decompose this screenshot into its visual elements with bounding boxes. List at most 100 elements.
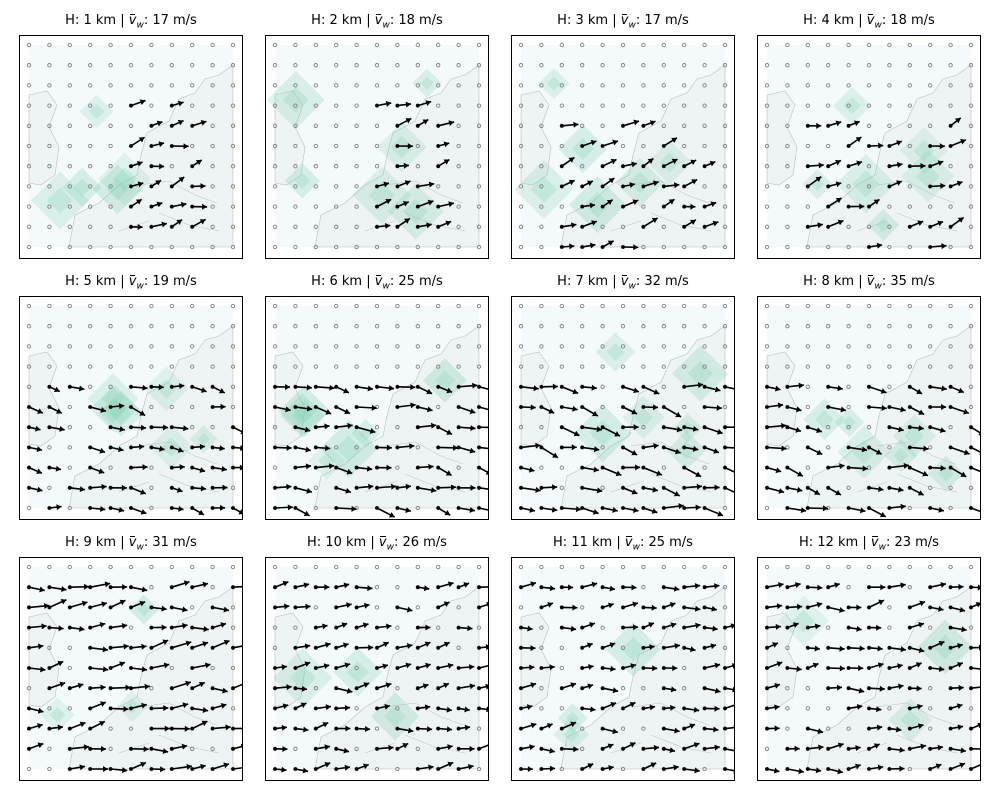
wind-arrow <box>867 662 884 670</box>
grid-point <box>26 83 32 88</box>
grid-point <box>190 746 195 751</box>
density-highlight-core <box>125 699 140 714</box>
grid-point <box>702 324 707 329</box>
grid-point <box>580 303 585 309</box>
wind-arrow <box>190 183 206 190</box>
grid-point <box>26 204 32 209</box>
grid-point <box>26 123 32 128</box>
density-highlight-core <box>589 420 616 447</box>
grid-point <box>88 344 93 349</box>
title-separator: | <box>616 535 621 550</box>
wind-arrow <box>867 506 887 518</box>
wind-arrow <box>27 666 46 673</box>
grid-point <box>313 83 318 88</box>
wind-arrow <box>560 506 582 513</box>
wind-arrow <box>641 622 655 630</box>
grid-point <box>374 726 380 731</box>
wind-arrow <box>600 665 616 672</box>
grid-point <box>476 625 482 630</box>
grid-point <box>272 63 278 68</box>
land-britain <box>28 351 60 447</box>
density-highlight-core <box>101 387 125 410</box>
country-borders <box>118 702 220 754</box>
wind-arrow <box>47 465 62 472</box>
grid-point <box>436 244 441 250</box>
grid-point <box>641 344 646 349</box>
grid-point <box>846 564 851 570</box>
wind-arrow <box>785 582 801 589</box>
wind-arrow <box>641 385 660 395</box>
wind-arrow <box>293 726 309 733</box>
wind-arrow <box>68 721 86 731</box>
wind-arrow <box>621 199 639 209</box>
grid-point <box>476 324 482 329</box>
wind-arrow <box>519 625 533 632</box>
grid-point <box>764 42 770 48</box>
wind-arrow <box>436 706 453 713</box>
wind-arrow <box>129 585 148 593</box>
grid-point <box>641 585 646 590</box>
mean-wind-symbol: v <box>620 274 629 289</box>
wind-arrow <box>682 723 696 731</box>
wind-arrow <box>149 662 170 670</box>
wind-arrow <box>826 219 844 229</box>
wind-arrow <box>190 763 206 771</box>
grid-point <box>456 204 461 209</box>
grid-point <box>108 63 113 68</box>
grid-point <box>866 123 872 128</box>
grid-point <box>415 746 420 751</box>
grid-point <box>580 164 585 169</box>
grid-point <box>293 746 298 751</box>
grid-point <box>230 605 236 610</box>
wind-arrow <box>682 504 701 511</box>
wind-arrow <box>887 161 903 168</box>
grid-point <box>149 465 154 470</box>
grid-point <box>785 726 790 731</box>
grid-point <box>456 364 461 369</box>
wind-arrow <box>273 405 291 413</box>
grid-point <box>826 103 831 108</box>
grid-point <box>293 103 298 108</box>
grid-point <box>67 224 72 229</box>
wind-arrow <box>314 663 330 670</box>
wind-arrow <box>948 385 965 394</box>
grid-point <box>230 625 236 630</box>
wind-arrow <box>456 664 475 671</box>
mean-wind-symbol: v <box>624 535 633 550</box>
wind-arrow <box>354 483 374 490</box>
grid-point <box>436 324 441 329</box>
grid-point <box>313 244 318 250</box>
density-highlight-core <box>294 172 311 189</box>
wind-arrow <box>88 720 106 731</box>
land-continent <box>314 325 480 509</box>
grid-point <box>354 746 359 751</box>
grid-point <box>374 164 380 169</box>
wind-arrow <box>354 585 373 592</box>
wind-arrow <box>27 603 50 610</box>
grid-point <box>641 63 646 68</box>
grid-point <box>47 485 52 490</box>
wind-arrow <box>129 443 145 450</box>
grid-point <box>272 244 278 250</box>
wind-arrow <box>580 622 596 630</box>
wind-arrow <box>210 724 231 731</box>
grid-point <box>928 445 933 450</box>
wind-arrow <box>948 445 970 456</box>
grid-point <box>600 63 605 68</box>
wind-arrow <box>662 686 677 693</box>
wind-arrow <box>621 486 638 495</box>
wind-arrow <box>456 763 474 771</box>
grid-point <box>805 324 810 329</box>
grid-point <box>539 103 544 108</box>
grid-point <box>313 63 318 68</box>
grid-point <box>476 364 482 369</box>
wind-arrow <box>293 582 310 589</box>
grid-point <box>785 224 790 229</box>
grid-point <box>722 404 728 410</box>
grid-point <box>907 364 912 369</box>
wind-arrow <box>846 645 865 652</box>
wind-arrow <box>293 486 313 494</box>
density-highlight <box>573 404 632 463</box>
wind-arrow <box>806 662 819 670</box>
wind-arrow <box>273 580 289 589</box>
